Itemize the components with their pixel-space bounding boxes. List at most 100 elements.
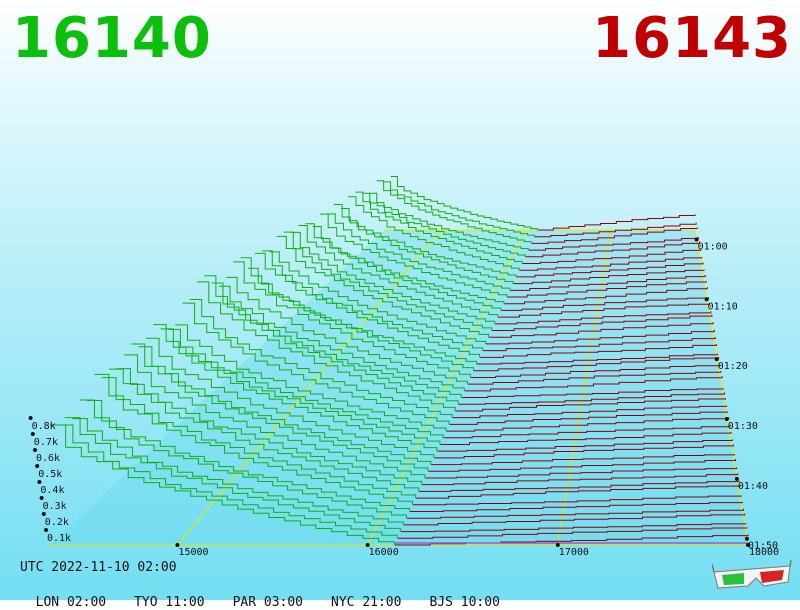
price-tick-marker (746, 543, 750, 547)
ask-depth-line (498, 303, 711, 318)
bid-depth-line (204, 275, 459, 405)
bid-depth-line (276, 235, 490, 338)
clock-nyc: NYC 21:00 (331, 595, 402, 610)
price-tick-label: 17000 (559, 547, 589, 558)
ask-depth-line (452, 405, 728, 419)
price-tick-marker (555, 543, 560, 547)
ask-depth-line (476, 353, 719, 365)
bid-depth-line (341, 207, 517, 277)
bid-depth-line (101, 377, 417, 499)
ask-depth-line (443, 426, 731, 439)
ask-depth-line (507, 281, 707, 298)
ask-depth-line (464, 376, 723, 392)
bid-depth-line (319, 213, 508, 298)
bid-depth-line (233, 261, 471, 378)
timezone-clocks: LON 02:00 TYO 11:00 PAR 03:00 NYC 21:00 BJS … (20, 580, 528, 610)
ask-depth-line (461, 388, 724, 399)
clock-par: PAR 03:00 (232, 595, 304, 610)
volume-tick-marker (44, 528, 48, 532)
bid-depth-line (305, 223, 502, 311)
chart-floor (50, 230, 748, 545)
time-tick-marker (694, 237, 699, 242)
volume-tick-marker (33, 448, 37, 452)
volume-tick-marker (35, 464, 40, 468)
price-tick-label: 16000 (369, 547, 399, 558)
ask-depth-line (482, 336, 716, 352)
bid-depth-line (283, 231, 493, 331)
bid-depth-line (226, 276, 468, 385)
time-tick-label: 01:10 (708, 301, 738, 312)
ask-depth-line (440, 431, 732, 445)
volume-tick-label: 0.1k (47, 533, 71, 544)
bid-depth-line (87, 399, 410, 512)
bid-depth-line (182, 302, 450, 425)
ask-price: 16143 (592, 6, 792, 71)
ask-depth-line (467, 371, 722, 385)
bid-depth-line (333, 204, 514, 284)
volume-tick-label: 0.6k (36, 453, 60, 464)
volume-tick-label: 0.4k (40, 485, 64, 496)
ask-depth-line (485, 329, 715, 345)
bid-depth-line (383, 181, 535, 237)
ask-depth-line (501, 297, 710, 311)
3d-glasses-icon[interactable] (712, 560, 792, 596)
volume-tick-label: 0.3k (43, 501, 67, 512)
bid-depth-line (94, 373, 414, 505)
ask-depth-line (406, 508, 744, 519)
ask-depth-line (422, 473, 739, 486)
bid-depth-line (123, 354, 426, 478)
volume-tick-marker (30, 432, 35, 436)
ask-depth-line (428, 458, 737, 472)
ask-depth-line (492, 314, 713, 332)
utc-timestamp: UTC 2022-11-10 02:00 (20, 560, 177, 575)
ask-depth-line (534, 222, 697, 238)
bid-depth-line (72, 418, 404, 525)
ask-depth-line (525, 241, 701, 258)
ask-depth-line (446, 417, 730, 432)
time-tick-marker (724, 417, 729, 421)
depth-series (50, 175, 749, 546)
bid-depth-line (145, 337, 435, 458)
ask-depth-line (489, 322, 714, 338)
bid-depth-line (376, 180, 532, 244)
clock-tyo: TYO 11:00 (134, 595, 205, 610)
volume-tick-label: 0.5k (38, 469, 62, 480)
ask-depth-line (400, 523, 747, 533)
bid-price: 16140 (12, 6, 212, 71)
bid-depth-line (153, 324, 438, 452)
ask-depth-line (513, 269, 705, 285)
ask-depth-line (434, 444, 734, 459)
bid-depth-line (355, 191, 523, 264)
time-tick-label: 01:20 (718, 361, 748, 372)
time-tick-label: 01:40 (738, 481, 768, 492)
bid-depth-line (211, 282, 462, 398)
ask-depth-line (495, 311, 712, 325)
bid-depth-line (291, 231, 496, 324)
bid-depth-line (262, 250, 484, 351)
price-gridline (367, 229, 526, 546)
ask-depth-line (510, 274, 706, 291)
bid-depth-line (109, 368, 420, 492)
bid-depth-line (50, 424, 395, 545)
price-tick-label: 18000 (749, 547, 779, 558)
bid-depth-line (390, 175, 538, 230)
ask-depth-line (397, 527, 748, 539)
bid-depth-line (64, 417, 401, 532)
ask-depth-line (403, 513, 746, 526)
axis-labels: 15000 16000 17000 18000 01:00 01:10 01:20 01:30… (28, 237, 779, 558)
bid-depth-line (167, 328, 444, 438)
time-tick-marker (744, 536, 749, 541)
volume-tick-label: 0.8k (32, 421, 56, 432)
bid-depth-line (247, 267, 477, 365)
bid-depth-line (57, 424, 398, 539)
ask-depth-line (458, 392, 725, 405)
bid-depth-line (138, 346, 432, 465)
volume-tick-marker (37, 480, 42, 484)
ask-depth-line (410, 501, 743, 512)
time-tick-label: 01:00 (698, 241, 728, 252)
bid-depth-line (255, 252, 481, 358)
ask-depth-line (519, 257, 703, 271)
time-tick-marker (734, 476, 739, 481)
bid-depth-line (79, 399, 407, 519)
